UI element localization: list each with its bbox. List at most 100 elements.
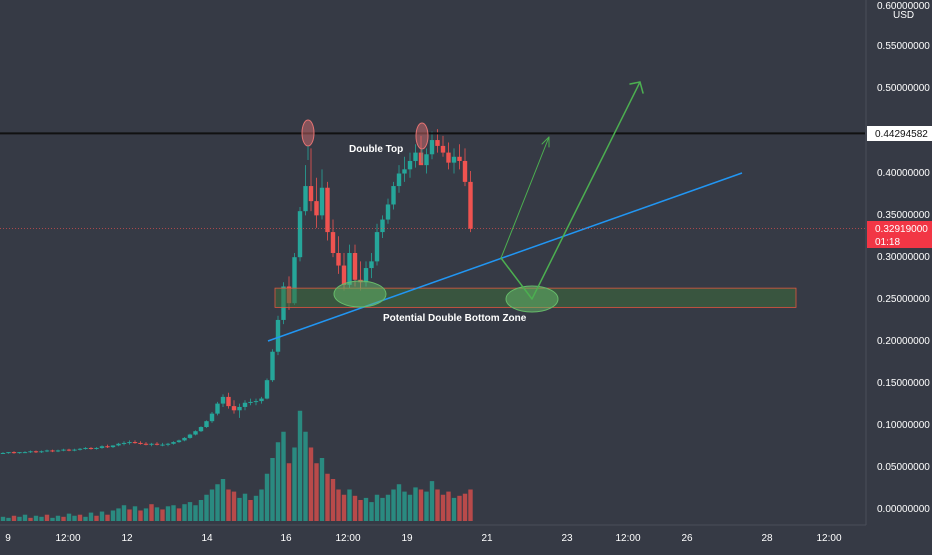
candle (187, 433, 193, 439)
candle-body (154, 443, 160, 445)
volume-bar (165, 506, 171, 521)
candle (297, 206, 303, 262)
volume-bar (237, 497, 242, 521)
candle-body (347, 253, 352, 285)
volume-bar (303, 431, 308, 521)
volume-bar (281, 431, 286, 521)
candle-body (237, 406, 242, 411)
price-tick-top: 0.60000000 (877, 1, 930, 12)
volume-bar (457, 495, 462, 521)
time-tick-label: 19 (401, 533, 413, 544)
volume-bar (39, 516, 44, 521)
candle (22, 451, 28, 454)
candle-body (132, 442, 138, 444)
candle-body (468, 181, 473, 229)
double-top-ellipse-left[interactable] (301, 119, 315, 147)
candle (308, 148, 314, 212)
candle-body (451, 156, 457, 163)
candle (457, 144, 462, 170)
thin-arrow-head (541, 136, 550, 148)
volume-bar (171, 505, 176, 521)
price-tick-label: 0.10000000 (877, 420, 930, 431)
candle (127, 440, 132, 445)
volume-bar (435, 489, 440, 521)
candle (402, 156, 407, 182)
candle-body (259, 398, 264, 402)
time-tick-label: 12:00 (335, 533, 360, 544)
volume-bar (259, 489, 264, 521)
candle (121, 441, 127, 446)
candle (149, 442, 154, 447)
candle-body (44, 450, 50, 452)
volume-bar (143, 508, 149, 521)
candle (132, 440, 138, 444)
volume-bar (22, 514, 28, 521)
volume-bar (88, 512, 94, 521)
candle-body (396, 173, 402, 187)
candle-body (303, 186, 308, 212)
volume-bar (0, 516, 6, 521)
price-axis[interactable]: 0.60000000 USD 0.550000000.500000000.450… (865, 0, 932, 525)
time-ticks: 9 12:00 12 14 16 12:00 19 21 23 12:00 26 28 12:00 (5, 533, 842, 544)
candle (248, 398, 253, 406)
candle (110, 445, 116, 448)
candle-body (220, 396, 226, 404)
candle (429, 131, 435, 160)
time-tick-label: 12:00 (615, 533, 640, 544)
candle-body (160, 444, 165, 446)
candle (50, 449, 55, 453)
volume-bar (264, 473, 270, 521)
candle (440, 135, 446, 157)
candle-body (462, 160, 468, 182)
candle (55, 449, 61, 453)
candle (204, 420, 209, 428)
resistance-price-badge[interactable] (867, 126, 932, 141)
candle (424, 148, 429, 174)
volume-bar (385, 494, 391, 521)
candle-body (99, 446, 105, 448)
candle-body (72, 449, 77, 451)
candle (6, 452, 11, 454)
candle (242, 400, 248, 411)
candlesticks (0, 129, 473, 454)
volume-bar (352, 495, 358, 521)
candle-body (319, 187, 325, 216)
double-bottom-ellipse-left[interactable] (333, 280, 387, 308)
current-price-badge[interactable] (867, 221, 932, 248)
volume-bar (275, 442, 281, 521)
candle (44, 449, 50, 453)
volume-bar (72, 515, 77, 521)
candle-body (11, 452, 17, 454)
double-top-ellipse-right[interactable] (415, 122, 429, 150)
candle (468, 171, 473, 233)
candle-body (127, 442, 132, 444)
candle (253, 398, 259, 406)
volume-bar (380, 497, 385, 521)
time-axis[interactable]: 9 12:00 12 14 16 12:00 19 21 23 12:00 26 28 12:00 (0, 524, 866, 544)
candle (182, 437, 187, 442)
volume-bars (0, 410, 473, 521)
projection-arrows[interactable] (500, 81, 644, 300)
candle-body (110, 445, 116, 448)
candle (462, 148, 468, 187)
candle-body (83, 447, 88, 449)
volume-bar (446, 491, 451, 521)
candle-body (226, 396, 231, 407)
candle-body (204, 421, 209, 428)
time-tick-label: 9 (5, 533, 11, 544)
volume-bar (226, 489, 231, 521)
candle (303, 165, 308, 216)
candle-body (363, 268, 369, 283)
candle-body (193, 431, 198, 435)
volume-bar (462, 493, 468, 521)
candle-body (50, 450, 55, 452)
candle (138, 441, 143, 445)
volume-bar (116, 508, 121, 521)
candle (171, 441, 176, 445)
volume-bar (358, 500, 363, 521)
trend-line[interactable] (267, 172, 743, 342)
candle-body (336, 253, 341, 266)
price-tick-label: 0.25000000 (877, 294, 930, 305)
